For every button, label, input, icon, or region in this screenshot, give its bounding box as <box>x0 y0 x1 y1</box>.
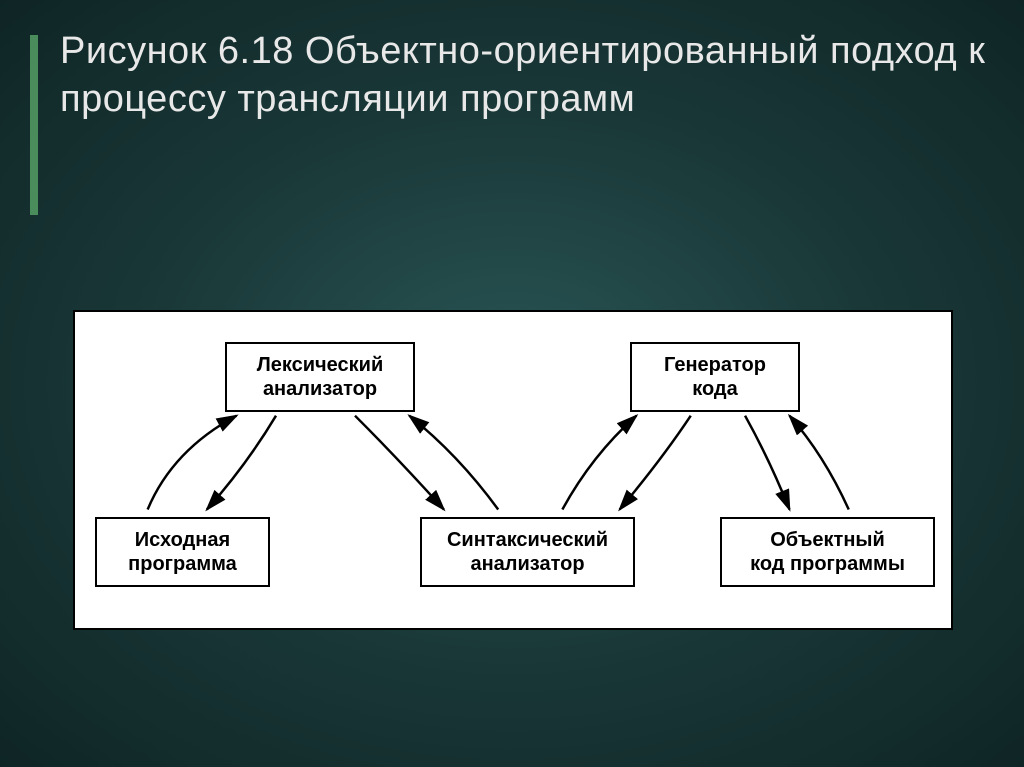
node-label: Генераторкода <box>664 353 766 401</box>
node-lexical-analyzer: Лексическийанализатор <box>225 342 415 412</box>
node-code-generator: Генераторкода <box>630 342 800 412</box>
node-source-program: Исходнаяпрограмма <box>95 517 270 587</box>
diagram-container: Лексическийанализатор Генераторкода Исхо… <box>73 310 953 630</box>
slide-title: Рисунок 6.18 Объектно-ориентированный по… <box>60 28 1024 123</box>
node-label: Исходнаяпрограмма <box>128 528 237 576</box>
node-label: Синтаксическийанализатор <box>447 528 608 576</box>
node-label: Лексическийанализатор <box>257 353 384 401</box>
node-syntax-analyzer: Синтаксическийанализатор <box>420 517 635 587</box>
accent-bar <box>30 35 38 215</box>
node-label: Объектныйкод программы <box>750 528 905 576</box>
node-object-code: Объектныйкод программы <box>720 517 935 587</box>
